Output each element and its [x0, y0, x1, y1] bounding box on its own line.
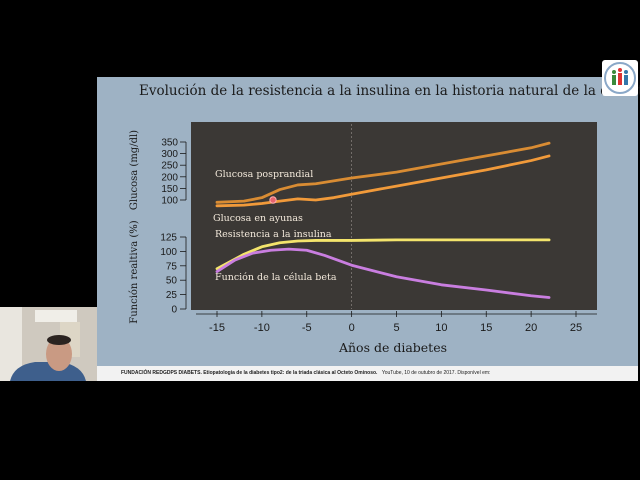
series-line-posprandial: [215, 141, 551, 204]
y-tick-bottom: 125: [160, 233, 177, 244]
citation-rest: YouTube, 10 de outubro de 2017. Disponív…: [381, 370, 491, 376]
y-tick-top: 300: [161, 149, 178, 160]
pointer-marker: [269, 196, 277, 204]
x-axis-label: Años de diabetes: [338, 340, 447, 355]
y-axis-label-top: Glucosa (mg/dl): [129, 130, 140, 210]
slide-title: Evolución de la resistencia a la insulin…: [139, 83, 640, 99]
series-label-resistencia: Resistencia a la insulina: [215, 229, 332, 240]
y-tick-top: 350: [161, 138, 178, 149]
y-tick-bottom: 25: [166, 290, 178, 301]
y-tick-top: 200: [161, 172, 178, 183]
y-tick-bottom: 50: [166, 276, 178, 287]
series-label-posprandial: Glucosa posprandial: [215, 169, 313, 180]
series-line-ayunas: [215, 154, 551, 208]
y-axis-label-bottom: Función realtiva (%): [129, 220, 140, 324]
x-tick-label: 20: [525, 322, 537, 334]
y-tick-top: 250: [161, 161, 178, 172]
webcam-person-image: [0, 307, 97, 381]
x-tick-label: 25: [570, 322, 582, 334]
y-tick-bottom: 100: [160, 247, 177, 258]
y-tick-bottom: 75: [166, 261, 178, 272]
y-tick-top: 100: [161, 196, 178, 207]
citation-bold: FUNDACIÓN REDGDPS DIABETS. Etiopatologia…: [121, 370, 378, 376]
series-line-resistencia: [215, 238, 551, 271]
x-tick-label: -15: [209, 322, 225, 334]
series-label-celula-beta: Función de la célula beta: [215, 272, 337, 283]
x-tick-label: -5: [302, 322, 312, 334]
logo: [602, 60, 638, 96]
y-tick-top: 150: [161, 184, 178, 195]
x-tick-label: -10: [254, 322, 270, 334]
x-tick-label: 5: [393, 322, 399, 334]
plot-area: [191, 122, 597, 310]
y-tick-bottom: 0: [171, 305, 177, 316]
logo-icon: [604, 62, 636, 94]
webcam-video: [0, 307, 97, 381]
x-tick-label: 0: [349, 322, 355, 334]
series-label-ayunas: Glucosa en ayunas: [213, 213, 303, 224]
citation-bar: FUNDACIÓN REDGDPS DIABETS. Etiopatologia…: [97, 366, 638, 381]
x-tick-label: 15: [480, 322, 492, 334]
series-line-celula-beta: [215, 247, 551, 299]
x-tick-label: 10: [435, 322, 447, 334]
